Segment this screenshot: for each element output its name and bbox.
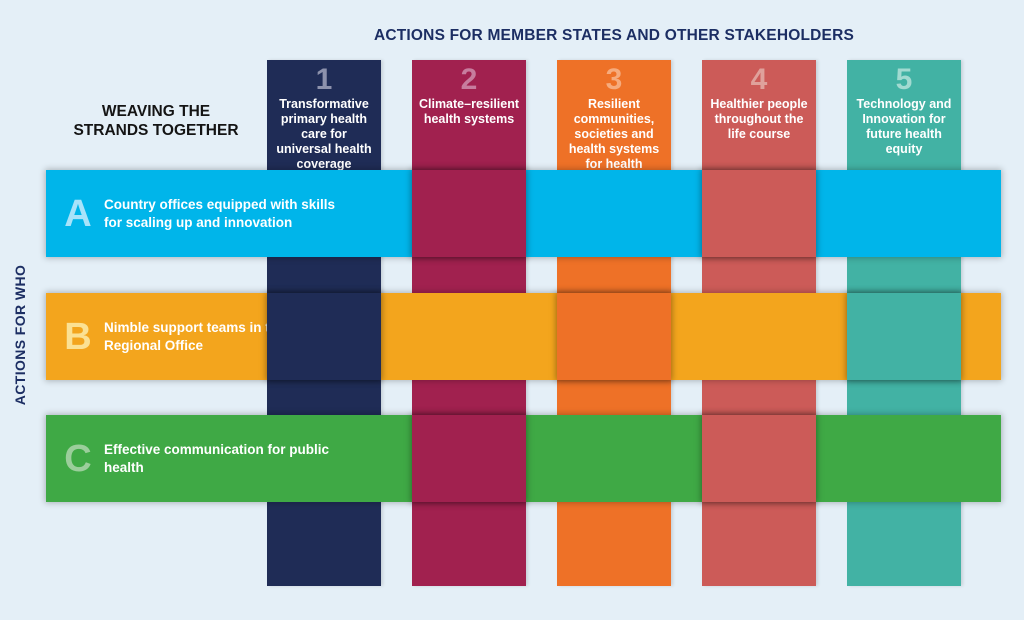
strand-5-label: Technology and Innovation for future hea… bbox=[856, 97, 952, 156]
page-title: ACTIONS FOR MEMBER STATES AND OTHER STAK… bbox=[373, 27, 855, 44]
strand-3-number: 3 bbox=[605, 63, 623, 96]
weave-crossing-strand2-row-a bbox=[412, 170, 526, 257]
actions-for-who-label: ACTIONS FOR WHO bbox=[12, 264, 28, 406]
row-b-letter: B bbox=[64, 315, 92, 358]
strand-4-number: 4 bbox=[750, 63, 768, 96]
weave-crossing-strand4-row-c bbox=[702, 415, 816, 502]
strand-1-number: 1 bbox=[315, 63, 333, 96]
strand-3-label: Resilient communities, societies and hea… bbox=[568, 97, 660, 186]
strand-5-number: 5 bbox=[895, 63, 913, 96]
weave-crossing-strand4-row-a bbox=[702, 170, 816, 257]
weave-crossing-strand2-row-c bbox=[412, 415, 526, 502]
row-b-nimble-support: B Nimble support teams in the Regional O… bbox=[46, 293, 1001, 380]
strand-2-label: Climate–resilient health systems bbox=[418, 97, 520, 126]
row-a-label: Country offices equipped with skills for… bbox=[104, 196, 336, 230]
row-a-letter: A bbox=[64, 192, 92, 235]
strand-2-number: 2 bbox=[460, 63, 478, 96]
row-c-label: Effective communication for public healt… bbox=[104, 441, 330, 475]
row-c-letter: C bbox=[64, 437, 92, 480]
strand-4-label: Healthier people throughout the life cou… bbox=[710, 97, 808, 141]
weaving-strands-heading: WEAVING THE STRANDS TOGETHER bbox=[73, 103, 239, 140]
weave-crossing-strand3-row-b bbox=[557, 293, 671, 380]
row-b-label: Nimble support teams in the Regional Off… bbox=[104, 319, 286, 353]
weave-crossing-strand5-row-b bbox=[847, 293, 961, 380]
strand-1-label: Transformative primary health care for u… bbox=[276, 97, 372, 171]
weave-crossing-strand1-row-b bbox=[267, 293, 381, 380]
